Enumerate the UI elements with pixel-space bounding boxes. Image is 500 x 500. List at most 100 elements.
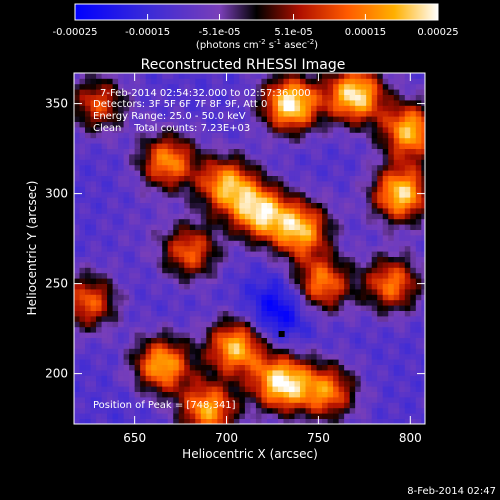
heatmap-cell	[294, 294, 301, 301]
heatmap-cell	[349, 73, 356, 79]
heatmap-cell	[189, 299, 196, 306]
heatmap-cell	[333, 132, 340, 139]
heatmap-cell	[173, 224, 180, 230]
heatmap-cell	[239, 191, 246, 198]
heatmap-cell	[311, 94, 317, 101]
heatmap-cell	[272, 213, 279, 220]
heatmap-cell	[244, 375, 251, 382]
heatmap-cell	[211, 186, 218, 193]
heatmap-cell	[173, 326, 180, 333]
heatmap-cell	[399, 272, 406, 279]
heatmap-cell	[415, 402, 422, 409]
heatmap-cell	[228, 348, 235, 355]
heatmap-cell	[366, 272, 373, 279]
heatmap-cell	[333, 235, 340, 241]
heatmap-cell	[333, 170, 340, 176]
heatmap-cell	[167, 256, 174, 263]
heatmap-cell	[338, 256, 345, 263]
heatmap-cell	[250, 127, 257, 133]
heatmap-cell	[272, 283, 279, 290]
heatmap-cell	[277, 251, 284, 257]
heatmap-cell	[382, 272, 389, 279]
heatmap-cell	[151, 294, 158, 301]
heatmap-cell	[421, 359, 425, 365]
heatmap-cell	[162, 105, 169, 112]
heatmap-cell	[85, 305, 91, 311]
heatmap-cell	[393, 310, 400, 317]
heatmap-cell	[322, 137, 328, 144]
heatmap-cell	[233, 407, 240, 414]
heatmap-cell	[255, 240, 262, 247]
heatmap-cell	[173, 386, 180, 392]
heatmap-cell	[107, 348, 113, 355]
heatmap-cell	[399, 208, 406, 214]
heatmap-cell	[410, 208, 417, 214]
heatmap-cell	[167, 402, 174, 409]
heatmap-cell	[151, 132, 158, 139]
heatmap-cell	[377, 213, 384, 220]
heatmap-cell	[338, 181, 345, 187]
heatmap-cell	[272, 148, 279, 155]
heatmap-cell	[327, 391, 334, 398]
heatmap-cell	[211, 391, 218, 398]
heatmap-cell	[107, 321, 113, 328]
heatmap-cell	[195, 321, 202, 328]
heatmap-cell	[206, 121, 213, 128]
heatmap-cell	[173, 332, 180, 338]
heatmap-cell	[189, 186, 196, 193]
heatmap-cell	[178, 332, 185, 338]
heatmap-cell	[404, 148, 411, 155]
heatmap-cell	[222, 89, 229, 95]
heatmap-cell	[118, 278, 125, 284]
heatmap-cell	[388, 370, 395, 376]
heatmap-cell	[349, 197, 356, 203]
heatmap-cell	[338, 245, 345, 252]
heatmap-cell	[228, 235, 235, 241]
heatmap-cell	[311, 110, 317, 117]
heatmap-cell	[233, 110, 240, 117]
heatmap-cell	[118, 186, 125, 193]
heatmap-cell	[123, 289, 130, 295]
plot-frame	[73, 72, 426, 425]
heatmap-cell	[239, 208, 246, 214]
heatmap-cell	[85, 229, 91, 236]
heatmap-cell	[129, 397, 136, 403]
heatmap-cell	[107, 159, 113, 166]
heatmap-cell	[90, 353, 97, 360]
heatmap-cell	[349, 332, 356, 338]
heatmap-cell	[399, 186, 406, 193]
heatmap-cell	[338, 105, 345, 112]
heatmap-cell	[305, 240, 312, 247]
heatmap-cell	[96, 316, 102, 322]
heatmap-cell	[344, 337, 351, 344]
heatmap-cell	[129, 251, 136, 257]
heatmap-cell	[266, 343, 273, 349]
heatmap-cell	[338, 83, 345, 90]
heatmap-cell	[311, 375, 317, 382]
heatmap-cell	[134, 359, 141, 365]
heatmap-cell	[377, 175, 384, 182]
heatmap-cell	[266, 191, 273, 198]
heatmap-cell	[311, 83, 317, 90]
heatmap-cell	[112, 289, 119, 295]
heatmap-cell	[327, 235, 334, 241]
heatmap-cell	[217, 100, 224, 106]
heatmap-cell	[244, 175, 251, 182]
heatmap-cell	[162, 397, 169, 403]
heatmap-cell	[316, 364, 323, 371]
heatmap-cell	[173, 321, 180, 328]
heatmap-cell	[195, 100, 202, 106]
heatmap-cell	[255, 218, 262, 225]
heatmap-cell	[217, 364, 224, 371]
heatmap-cell	[162, 154, 169, 160]
heatmap-cell	[239, 299, 246, 306]
heatmap-cell	[173, 299, 180, 306]
heatmap-cell	[261, 278, 268, 284]
heatmap-cell	[178, 267, 185, 274]
heatmap-cell	[344, 127, 351, 133]
heatmap-cell	[371, 343, 378, 349]
heatmap-cell	[360, 164, 367, 171]
heatmap-cell	[377, 116, 384, 122]
heatmap-cell	[96, 191, 102, 198]
heatmap-cell	[344, 181, 351, 187]
